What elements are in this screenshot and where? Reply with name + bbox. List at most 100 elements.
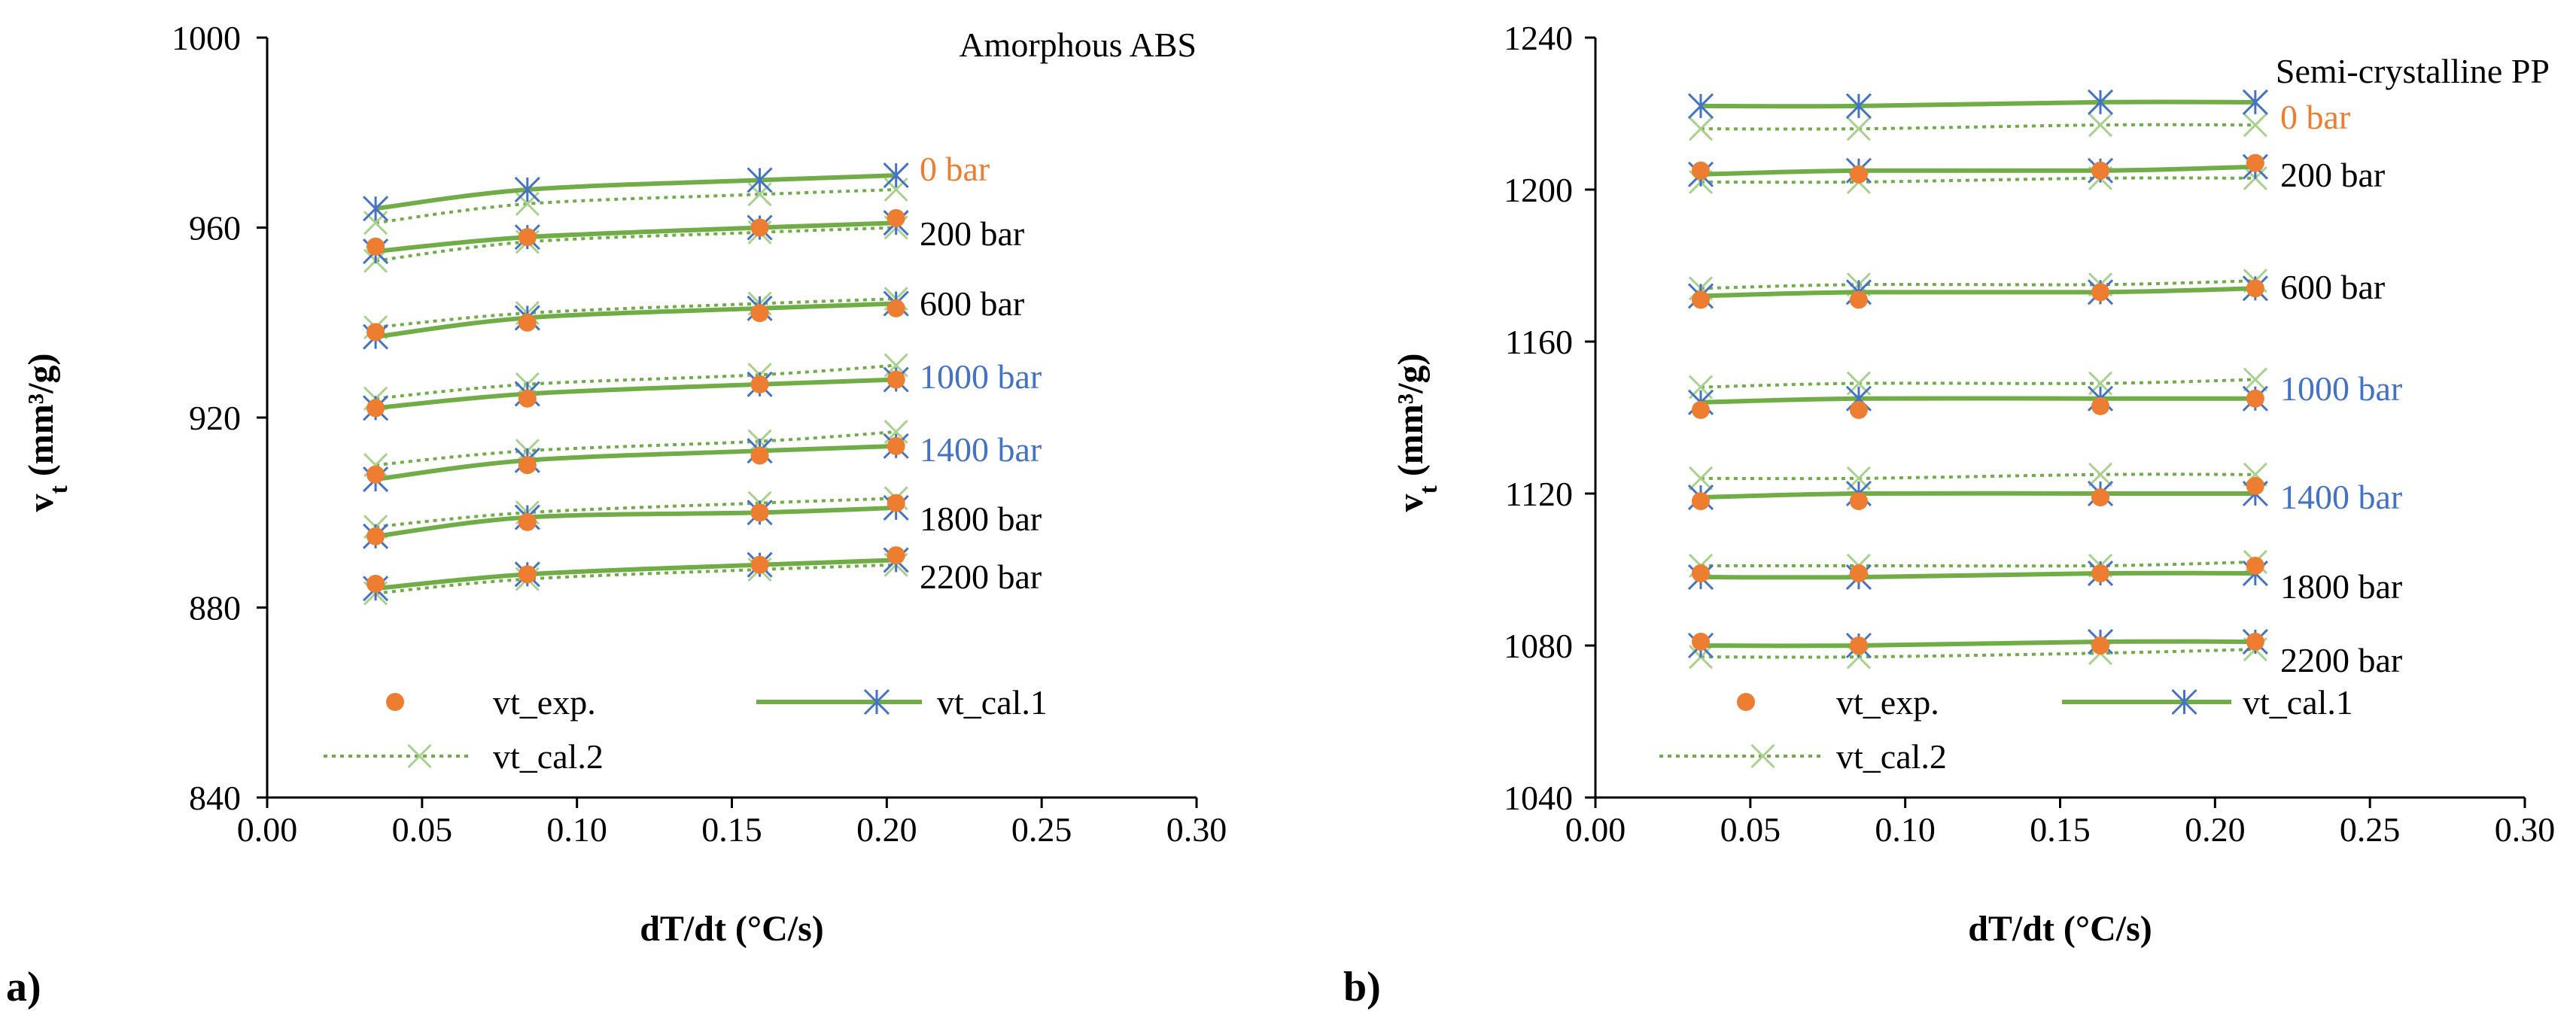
x-tick-label: 0.10 (1875, 810, 1936, 849)
cal1-line (375, 377, 896, 411)
series-group: 1800 bar (1687, 549, 2402, 606)
exp-marker (2091, 637, 2110, 655)
y-axis-title: vt (mm³/g) (1391, 354, 1443, 512)
x-tick-label: 0.20 (2185, 810, 2246, 849)
exp-marker (750, 218, 769, 237)
series-label: 1800 bar (920, 500, 1042, 538)
legend-cal1-marker (2171, 688, 2197, 716)
exp-marker (1849, 492, 1868, 511)
cal1-line (375, 505, 896, 539)
panel-title: Semi-crystalline PP (2276, 52, 2550, 90)
exp-marker (366, 574, 385, 593)
exp-marker (1691, 632, 1710, 651)
exp-marker (2246, 389, 2264, 408)
panel-label: b) (1343, 964, 1381, 1010)
panel-label: a) (6, 964, 41, 1010)
legend-cal2-marker (407, 743, 432, 769)
exp-marker (2246, 632, 2264, 651)
exp-marker (366, 237, 385, 256)
x-tick-label: 0.05 (392, 810, 453, 849)
exp-marker (1691, 400, 1710, 419)
exp-marker (2091, 283, 2110, 302)
cal2-line (1700, 472, 2255, 481)
cal1-marker (363, 196, 389, 222)
exp-marker (366, 323, 385, 342)
series-label: 2200 bar (2280, 641, 2402, 679)
x-tick-label: 0.20 (856, 810, 917, 849)
panel-title: Amorphous ABS (959, 26, 1197, 64)
series-label: 1400 bar (920, 430, 1042, 469)
x-stroke (2243, 113, 2267, 138)
series-group: 2200 bar (1687, 628, 2402, 679)
x-tick-label: 0.25 (2340, 810, 2401, 849)
series-group: 1000 bar (1687, 367, 2402, 419)
cal2-line (375, 363, 896, 400)
series-label: 1000 bar (2280, 369, 2402, 408)
exp-marker (2246, 153, 2264, 172)
cal2-marker (1846, 117, 1871, 141)
cal2-marker (1688, 117, 1714, 141)
cal1-line (1700, 99, 2255, 109)
x-tick-label: 0.15 (2030, 810, 2091, 849)
cal2-line (375, 226, 896, 263)
exp-marker (1849, 400, 1868, 419)
cal1-marker (1845, 93, 1872, 119)
x-stroke (2088, 462, 2113, 487)
exp-marker (1849, 564, 1868, 583)
exp-marker (518, 389, 537, 408)
y-tick-label: 920 (189, 399, 241, 437)
series-group: 600 bar (363, 284, 1024, 350)
series-group: 1400 bar (363, 419, 1042, 493)
exp-marker (2091, 488, 2110, 507)
exp-marker (750, 503, 769, 522)
y-tick-label: 1040 (1504, 779, 1573, 817)
cal2-marker (2243, 367, 2267, 392)
cal2-line (375, 497, 896, 529)
cal2-line (375, 297, 896, 330)
series-label: 600 bar (920, 284, 1024, 323)
series-group: 200 bar (1687, 153, 2385, 194)
exp-marker (518, 512, 537, 531)
legend-label: vt_cal.1 (937, 683, 1048, 722)
x-tick-label: 0.10 (546, 810, 607, 849)
exp-marker (366, 527, 385, 545)
x-stroke (1750, 743, 1775, 769)
exp-marker (750, 375, 769, 393)
cal1-marker (1687, 93, 1714, 119)
series-label: 2200 bar (920, 558, 1042, 596)
y-tick-label: 960 (189, 209, 241, 248)
chart-panel: 840 880 920 960 1000 0.00 0.05 0.10 0.15 0.20 0.25… (6, 19, 1227, 1010)
x-tick-label: 0.25 (1011, 810, 1072, 849)
exp-marker (2246, 556, 2264, 575)
exp-marker (750, 446, 769, 465)
cal1-line (1700, 639, 2255, 649)
exp-marker (518, 456, 537, 475)
legend-label: vt_cal.2 (493, 737, 604, 776)
legend-label: vt_cal.2 (1836, 737, 1947, 776)
exp-marker (887, 370, 905, 389)
legend: vt_exp. vt_cal.1 vt_cal.2 (1659, 683, 2353, 776)
y-axis-title-main: v (21, 494, 61, 512)
exp-marker (1691, 161, 1710, 180)
x-stroke (2243, 367, 2267, 392)
cal1-line (375, 443, 896, 482)
cal1-line (1700, 286, 2255, 299)
series-label: 600 bar (2280, 268, 2385, 306)
x-stroke (1688, 466, 1714, 491)
series-group: 1800 bar (363, 486, 1042, 549)
exp-marker (1691, 290, 1710, 309)
cal2-line (1700, 378, 2255, 389)
cal2-marker (1688, 466, 1714, 491)
x-axis-title: dT/dt (°C/s) (1968, 909, 2152, 949)
cal1-marker (883, 163, 909, 189)
exp-marker (366, 399, 385, 418)
exp-marker (1849, 637, 1868, 655)
series-group: 1000 bar (363, 353, 1042, 421)
x-tick-label: 0.15 (701, 810, 762, 849)
exp-marker (887, 546, 905, 565)
series-group: 200 bar (363, 208, 1024, 273)
y-tick-label: 1120 (1505, 475, 1573, 513)
cal1-line (375, 301, 896, 339)
y-axis-title-rest: (mm³/g) (21, 354, 61, 486)
